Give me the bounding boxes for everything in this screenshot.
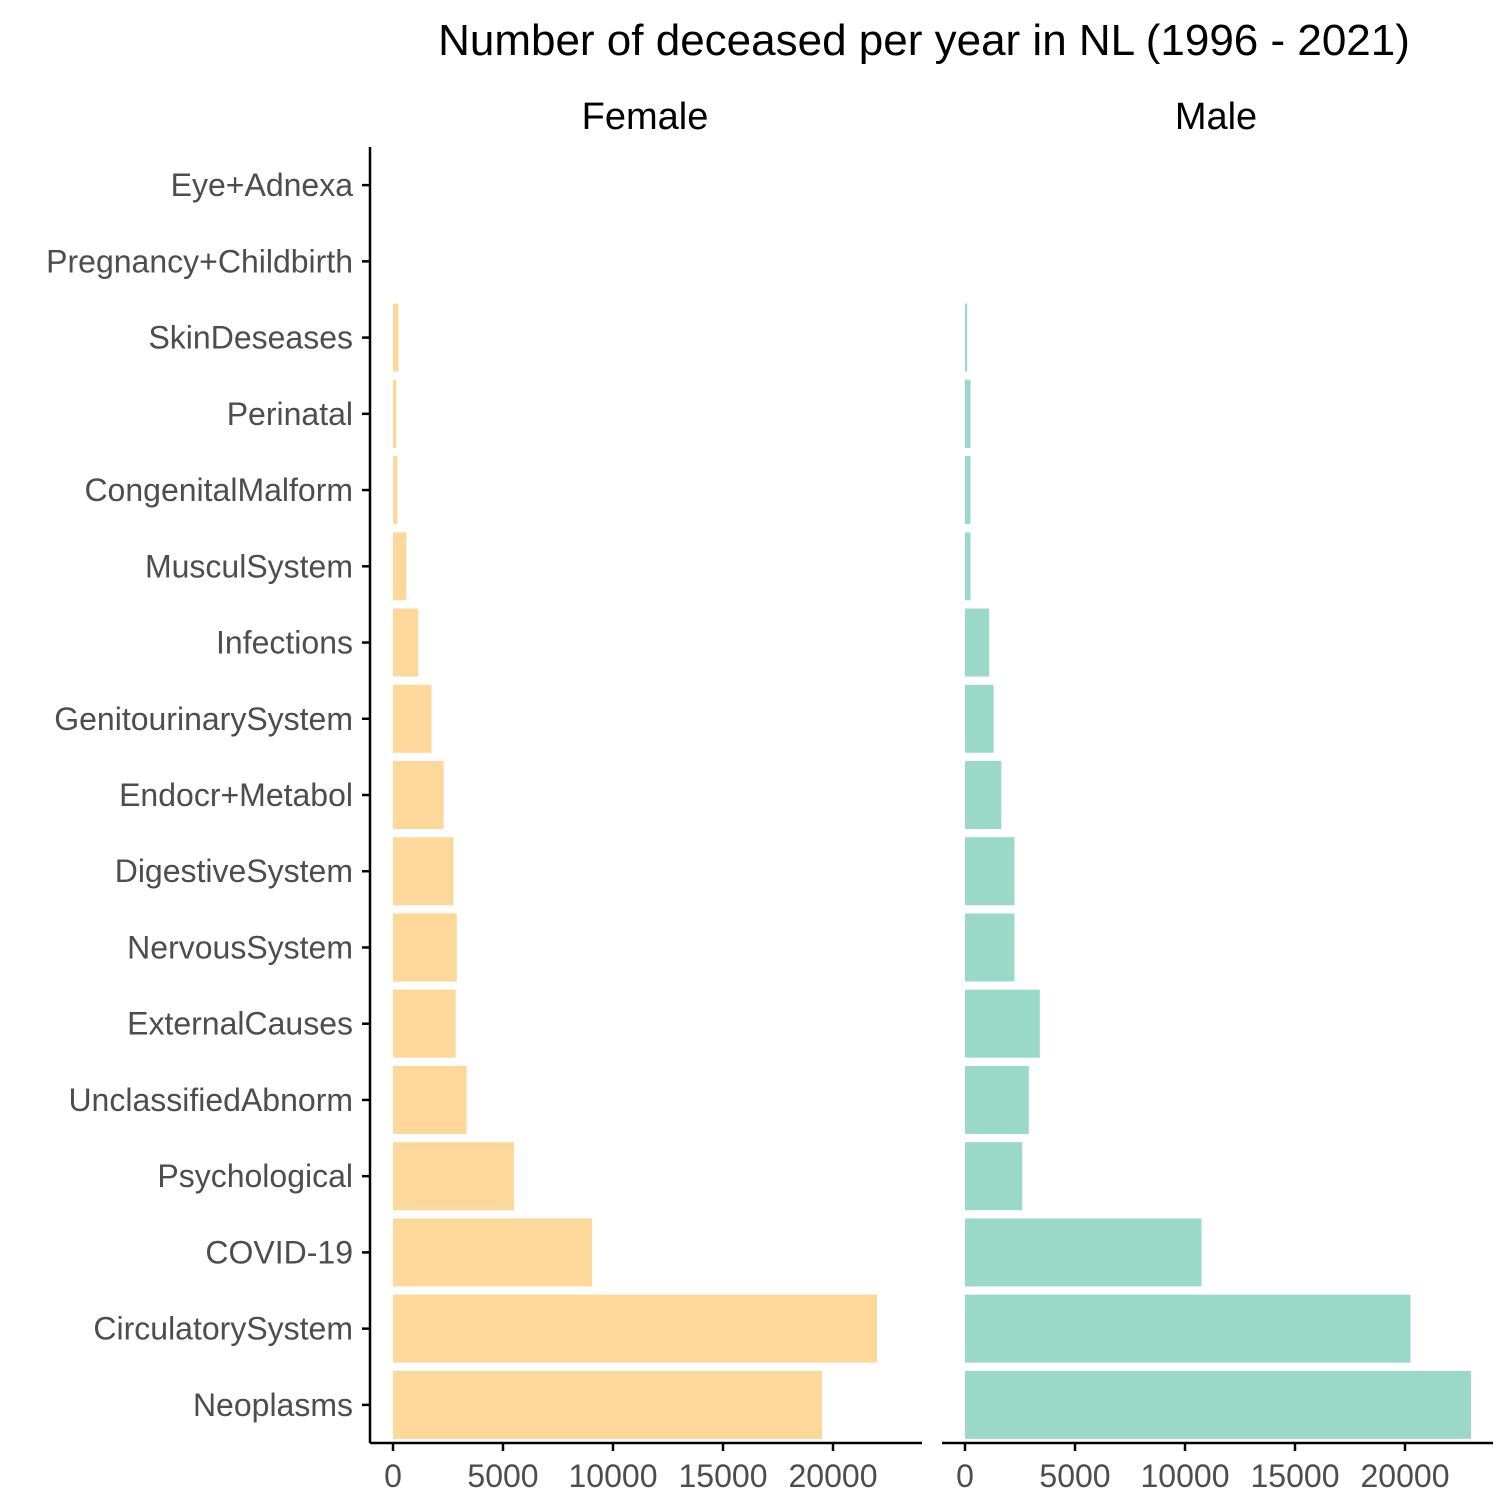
- panel-female: 0 5000 10000 15000 20000: [370, 303, 922, 1494]
- x-tick-label-male-15000: 15000: [1251, 1458, 1340, 1494]
- bar-female-congenitalmalform: [393, 456, 398, 525]
- bar-male-externalcauses: [965, 989, 1040, 1058]
- bar-male-digestivesystem: [965, 837, 1015, 906]
- y-tick-label-infections: Infections: [216, 625, 353, 661]
- bar-female-unclassifiedabnorm: [393, 1065, 467, 1134]
- panel-strip-male: Male: [1175, 96, 1257, 138]
- y-tick-label-nervoussystem: NervousSystem: [127, 929, 353, 965]
- bar-male-covid-19: [965, 1218, 1202, 1287]
- y-tick-label-unclassifiedabnorm: UnclassifiedAbnorm: [68, 1082, 353, 1118]
- y-tick-label-skindeseases: SkinDeseases: [148, 320, 353, 356]
- bar-female-covid-19: [393, 1218, 593, 1287]
- bar-female-musculsystem: [393, 532, 407, 601]
- y-tick-label-covid-19: COVID-19: [205, 1234, 353, 1270]
- y-tick-label-externalcauses: ExternalCauses: [127, 1006, 353, 1042]
- x-tick-label-male-10000: 10000: [1141, 1458, 1230, 1494]
- bar-male-circulatorysystem: [965, 1294, 1411, 1363]
- bar-male-unclassifiedabnorm: [965, 1065, 1029, 1134]
- y-axis: Eye+Adnexa Pregnancy+Childbirth SkinDeseas…: [46, 147, 372, 1443]
- bar-male-perinatal: [965, 379, 971, 448]
- bar-male-skindeseases: [965, 303, 968, 372]
- y-tick-label-perinatal: Perinatal: [227, 396, 353, 432]
- bar-female-genitourinarysystem: [393, 684, 432, 753]
- bar-female-infections: [393, 608, 419, 677]
- x-tick-label-male-0: 0: [956, 1458, 974, 1494]
- y-tick-label-neoplasms: Neoplasms: [193, 1387, 353, 1423]
- bar-male-neoplasms: [965, 1370, 1471, 1439]
- y-tick-label-digestivesystem: DigestiveSystem: [115, 853, 353, 889]
- panel-strip-female: Female: [582, 96, 709, 138]
- x-tick-label-female-10000: 10000: [569, 1458, 658, 1494]
- y-tick-label-eye-adnexa: Eye+Adnexa: [171, 167, 354, 203]
- bar-male-congenitalmalform: [965, 456, 971, 525]
- y-tick-label-congenitalmalform: CongenitalMalform: [84, 472, 353, 508]
- bar-female-neoplasms: [393, 1370, 822, 1439]
- bar-female-digestivesystem: [393, 837, 454, 906]
- x-tick-label-male-20000: 20000: [1361, 1458, 1450, 1494]
- x-tick-label-female-0: 0: [384, 1458, 402, 1494]
- x-tick-label-female-15000: 15000: [679, 1458, 768, 1494]
- x-tick-label-female-20000: 20000: [789, 1458, 878, 1494]
- panel-male: 0 5000 10000 15000 20000: [942, 303, 1493, 1494]
- bar-female-nervoussystem: [393, 913, 457, 982]
- bar-male-nervoussystem: [965, 913, 1015, 982]
- bar-male-genitourinarysystem: [965, 684, 994, 753]
- bar-female-perinatal: [393, 379, 397, 448]
- chart-title: Number of deceased per year in NL (1996 …: [438, 16, 1410, 65]
- y-tick-label-endocr-metabol: Endocr+Metabol: [119, 777, 353, 813]
- bar-female-endocr-metabol: [393, 761, 444, 829]
- bar-female-circulatorysystem: [393, 1294, 877, 1363]
- bar-male-infections: [965, 608, 990, 677]
- bar-female-skindeseases: [393, 303, 399, 372]
- y-tick-label-circulatorysystem: CirculatorySystem: [93, 1311, 353, 1347]
- bar-male-endocr-metabol: [965, 761, 1002, 829]
- bar-female-externalcauses: [393, 989, 456, 1058]
- x-tick-label-male-5000: 5000: [1039, 1458, 1110, 1494]
- y-tick-label-musculsystem: MusculSystem: [145, 548, 353, 584]
- bar-male-psychological: [965, 1142, 1023, 1211]
- bar-male-musculsystem: [965, 532, 971, 601]
- y-tick-label-pregnancy-childbirth: Pregnancy+Childbirth: [46, 243, 353, 279]
- x-tick-label-female-5000: 5000: [467, 1458, 538, 1494]
- bar-female-psychological: [393, 1142, 514, 1211]
- y-tick-label-psychological: Psychological: [157, 1158, 353, 1194]
- y-tick-label-genitourinarysystem: GenitourinarySystem: [54, 701, 353, 737]
